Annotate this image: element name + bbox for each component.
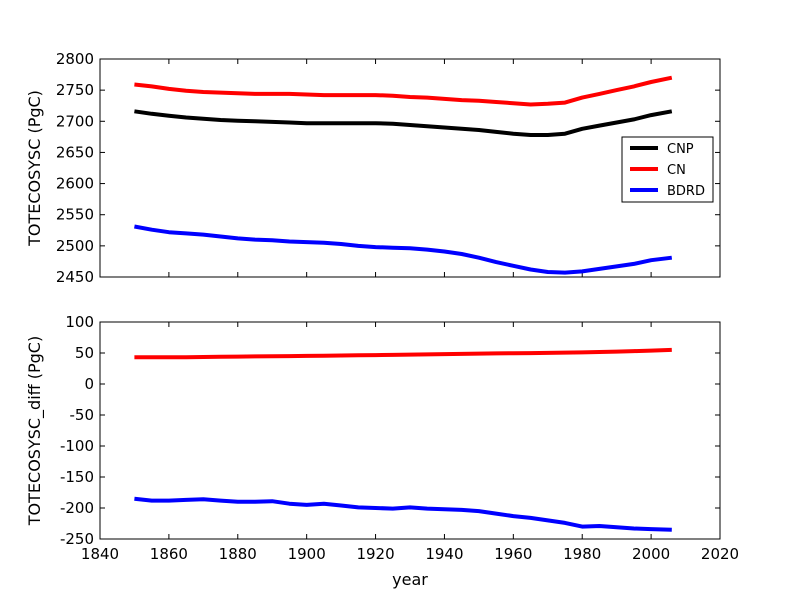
series-line-bdrd <box>134 224 673 275</box>
y-tick-label: -250 <box>60 530 94 548</box>
y-tick-label: 2750 <box>56 81 94 99</box>
bottom-panel: -250 -200 -150 -100 -50 0 50 100 1840 1860 1880 190… <box>25 313 739 589</box>
y-tick-label: 2700 <box>56 112 94 130</box>
series-line-cnp <box>134 109 673 137</box>
y-tick-label: 2650 <box>56 143 94 161</box>
x-tick-label: 2020 <box>701 545 739 563</box>
y-axis-label: TOTECOSYSC_diff (PgC) <box>25 336 45 526</box>
top-panel: 2450 2500 2550 2600 2650 2700 2750 2800 TOTECOSY… <box>25 50 721 286</box>
series-line-cn <box>134 347 672 360</box>
x-tick-label: 1900 <box>288 545 326 563</box>
axes-frame <box>99 58 721 278</box>
x-tick-label: 1920 <box>356 545 394 563</box>
y-tick-label: 50 <box>75 344 94 362</box>
y-tick-label: 2500 <box>56 237 94 255</box>
series-line-bdrd <box>134 496 672 532</box>
x-tick-label: 2000 <box>632 545 670 563</box>
y-axis-label: TOTECOSYSC (PgC) <box>25 90 44 247</box>
legend-label-bdrd: BDRD <box>667 184 705 199</box>
legend-label-cnp: CNP <box>667 142 694 157</box>
legend: CNP CN BDRD <box>621 136 714 203</box>
x-axis-label: year <box>392 570 428 589</box>
axes-frame <box>99 321 721 540</box>
x-tick-label: 1880 <box>219 545 257 563</box>
x-tick-label: 1980 <box>563 545 601 563</box>
x-tick-label: 1840 <box>81 545 119 563</box>
y-tick-label: -150 <box>60 468 94 486</box>
y-tick-label: 0 <box>84 375 94 393</box>
x-tick-label: 1860 <box>150 545 188 563</box>
y-tick-label: -50 <box>70 406 95 424</box>
y-tick-label: 2600 <box>56 175 94 193</box>
y-tick-label: 2800 <box>56 50 94 68</box>
legend-label-cn: CN <box>667 163 686 178</box>
x-tick-label: 1940 <box>425 545 463 563</box>
y-tick-label: -100 <box>60 437 94 455</box>
y-tick-label: -200 <box>60 499 94 517</box>
y-tick-label: 2450 <box>56 268 94 286</box>
y-tick-label: 100 <box>65 313 94 331</box>
series-line-cn <box>134 75 673 107</box>
x-tick-label: 1960 <box>494 545 532 563</box>
y-tick-label: 2550 <box>56 206 94 224</box>
